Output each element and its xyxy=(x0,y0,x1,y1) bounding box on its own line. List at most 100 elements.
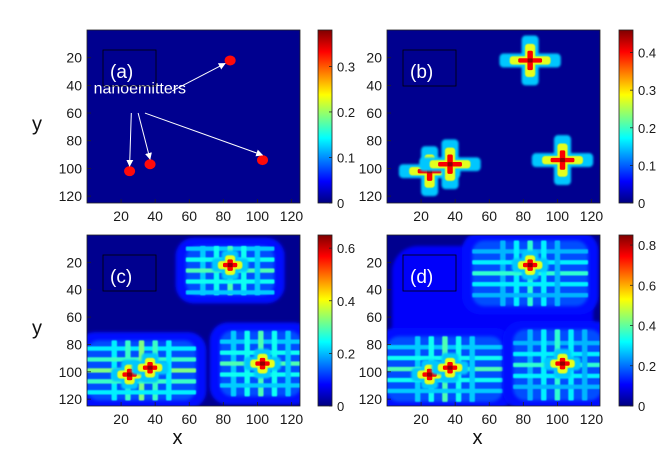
cross-2-peak xyxy=(447,162,453,167)
y-tick-label: 80 xyxy=(366,336,382,352)
colorbar-tick-label: 0.1 xyxy=(337,150,355,165)
grid-right-hline xyxy=(513,384,600,390)
plot-frame xyxy=(86,29,301,204)
colorbar: 0 0.2 0.4 0.6 xyxy=(317,234,355,414)
x-axis-label: x xyxy=(173,427,183,449)
intensity-field xyxy=(398,35,594,197)
y-tick-label: 100 xyxy=(59,364,83,380)
colorbar-tick-label: 0.4 xyxy=(638,46,656,61)
y-axis-label: y xyxy=(32,318,42,340)
y-tick-label: 40 xyxy=(66,282,82,298)
colorbar: 0 0.2 0.4 0.6 0.8 xyxy=(618,234,656,414)
y-tick-label: 20 xyxy=(66,50,82,66)
x-tick-label: 80 xyxy=(516,411,532,427)
y-tick-label: 40 xyxy=(66,77,82,93)
y-tick-label: 120 xyxy=(59,391,83,407)
y-tick-label: 120 xyxy=(359,188,383,204)
x-tick-label: 60 xyxy=(481,411,497,427)
annotation-arrow xyxy=(144,112,264,157)
x-tick-label: 40 xyxy=(447,208,463,224)
y-tick-label: 80 xyxy=(66,133,82,149)
y-tick-label: 20 xyxy=(66,254,82,270)
colorbar-gradient xyxy=(317,29,333,204)
x-tick-label: 120 xyxy=(580,411,604,427)
y-axis-label: y xyxy=(32,114,42,136)
annotation-arrow xyxy=(171,63,226,92)
x-tick-label: 20 xyxy=(413,411,429,427)
colorbar-tick-label: 0.2 xyxy=(638,121,656,136)
panel-c: (c) 20 40 60 80 100 120 20 40 60 80 100 120 y x 0 0.2 0.4… xyxy=(32,234,355,449)
y-tick-label: 80 xyxy=(366,133,382,149)
cross-3-peak xyxy=(559,158,566,163)
y-tick-label: 120 xyxy=(59,188,83,204)
y-tick-label: 20 xyxy=(366,50,382,66)
y-tick-label: 40 xyxy=(366,77,382,93)
hot-2-peak xyxy=(147,365,153,370)
panel-b: (b) 20 40 60 80 100 120 20 40 60 80 100 120 0 0.1 0.2 0.… xyxy=(359,29,656,224)
x-tick-label: 100 xyxy=(546,208,570,224)
x-tick-label: 100 xyxy=(546,411,570,427)
plot-background xyxy=(87,30,300,203)
y-tick-label: 60 xyxy=(366,105,382,121)
grid-right-vline xyxy=(285,330,291,397)
x-tick-label: 60 xyxy=(181,411,197,427)
x-tick-label: 80 xyxy=(216,208,232,224)
intensity-field xyxy=(387,235,600,406)
plot-frame xyxy=(386,234,601,407)
colorbar-tick-label: 0.4 xyxy=(638,319,656,334)
colorbar-tick-label: 0 xyxy=(337,399,344,414)
panel-label: (b) xyxy=(410,62,433,83)
colorbar-gradient xyxy=(618,29,634,204)
hot-3-peak xyxy=(559,361,566,366)
y-tick-label: 20 xyxy=(366,254,382,270)
colorbar-tick-label: 0 xyxy=(337,196,344,211)
panel-label: (a) xyxy=(110,62,133,83)
x-tick-label: 120 xyxy=(580,208,604,224)
x-tick-label: 60 xyxy=(481,208,497,224)
hot-1-peak xyxy=(427,372,433,377)
grid-top-hline xyxy=(185,279,275,284)
colorbar-tick-label: 0 xyxy=(638,196,645,211)
x-tick-label: 100 xyxy=(246,208,270,224)
x-tick-label: 120 xyxy=(280,411,304,427)
hot-0-peak xyxy=(227,263,233,268)
x-tick-label: 40 xyxy=(147,208,163,224)
grid-right-vline xyxy=(581,329,588,401)
y-tick-label: 100 xyxy=(359,160,383,176)
panel-label-box xyxy=(102,49,157,87)
grid-top-vline xyxy=(554,240,561,307)
colorbar-tick-label: 0.6 xyxy=(638,278,656,293)
x-tick-label: 120 xyxy=(280,208,304,224)
x-tick-label: 20 xyxy=(113,208,129,224)
x-tick-label: 20 xyxy=(113,411,129,427)
grid-top-vline xyxy=(541,240,547,307)
colorbar-tick-label: 0.2 xyxy=(337,346,355,361)
nanoemitter-dot xyxy=(144,159,156,170)
x-axis-label: x xyxy=(473,427,483,449)
x-tick-label: 20 xyxy=(413,208,429,224)
grid-right-hline xyxy=(219,383,300,388)
x-tick-label: 60 xyxy=(181,208,197,224)
panel-a: nanoemitters(a) 20 40 60 80 100 120 20 40 60 80 100… xyxy=(32,29,355,224)
grid-left-vline xyxy=(469,336,475,402)
colorbar-tick-label: 0 xyxy=(638,399,645,414)
annotation-arrow xyxy=(126,113,134,167)
annotation-arrow xyxy=(137,112,152,160)
x-tick-label: 80 xyxy=(216,411,232,427)
x-tick-label: 40 xyxy=(447,411,463,427)
panel-label-box xyxy=(402,49,457,87)
cross-0-peak xyxy=(527,58,533,63)
intensity-field xyxy=(87,237,300,406)
nanoemitter-dot xyxy=(257,155,269,166)
hot-1-peak xyxy=(127,372,133,377)
colorbar-gradient xyxy=(317,234,333,407)
colorbar-tick-label: 0.3 xyxy=(337,59,355,74)
hot-3-peak xyxy=(259,361,266,366)
colorbar-tick-label: 0.4 xyxy=(337,294,355,309)
plot-frame xyxy=(386,29,601,204)
nanoemitter-dot xyxy=(224,55,236,66)
hot-2-peak xyxy=(447,365,453,370)
x-tick-label: 40 xyxy=(147,411,163,427)
